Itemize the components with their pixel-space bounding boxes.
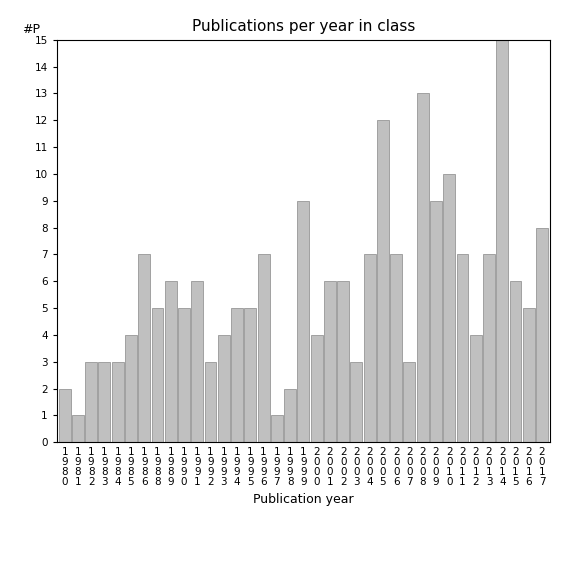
Bar [59,388,71,442]
Bar [72,416,84,442]
Bar [85,362,97,442]
Bar [138,255,150,442]
Bar [151,308,163,442]
Bar [363,255,375,442]
Title: Publications per year in class: Publications per year in class [192,19,415,35]
Bar [284,388,296,442]
Bar [297,201,310,442]
Bar [443,174,455,442]
Bar [244,308,256,442]
Bar [470,335,482,442]
Bar [311,335,323,442]
Bar [483,255,495,442]
Bar [377,120,389,442]
Bar [523,308,535,442]
Bar [218,335,230,442]
Bar [231,308,243,442]
Bar [496,40,508,442]
Bar [324,281,336,442]
Bar [99,362,111,442]
Bar [178,308,190,442]
Bar [257,255,269,442]
Bar [536,227,548,442]
Bar [125,335,137,442]
Bar [456,255,468,442]
Bar [510,281,522,442]
Bar [271,416,283,442]
Bar [191,281,203,442]
Bar [417,94,429,442]
Bar [112,362,124,442]
X-axis label: Publication year: Publication year [253,493,354,506]
Bar [350,362,362,442]
Text: #P: #P [22,23,40,36]
Bar [337,281,349,442]
Bar [430,201,442,442]
Bar [404,362,416,442]
Bar [390,255,402,442]
Bar [165,281,177,442]
Bar [205,362,217,442]
